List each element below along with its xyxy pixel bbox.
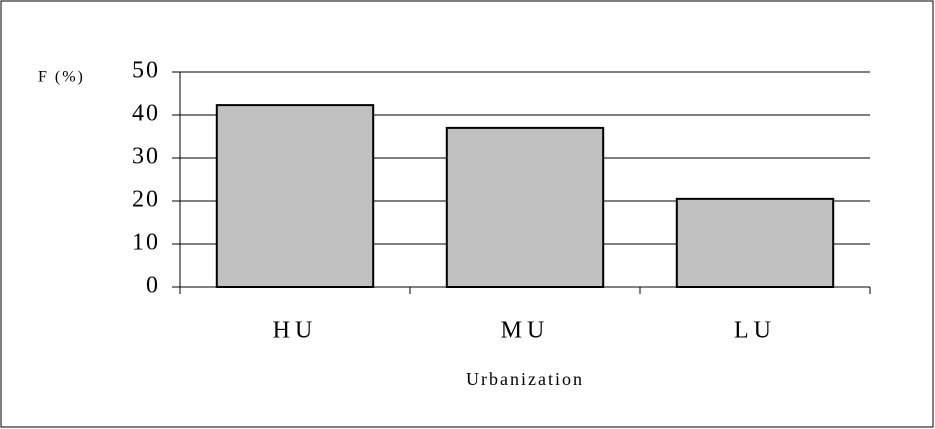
- x-tick-label: LU: [734, 318, 776, 344]
- bar: [215, 104, 375, 288]
- x-tick-label: HU: [273, 318, 318, 344]
- bar: [445, 126, 605, 289]
- x-tick-label: MU: [501, 318, 550, 344]
- y-tick-label: 30: [132, 144, 160, 170]
- y-tick-label: 20: [132, 187, 160, 213]
- y-axis-title: F (%): [38, 69, 85, 86]
- y-tick-label: 0: [146, 273, 160, 299]
- y-tick-label: 10: [132, 230, 160, 256]
- bar: [675, 197, 835, 289]
- y-tick-label: 50: [132, 58, 160, 84]
- y-tick-label: 40: [132, 101, 160, 127]
- x-axis-title: Urbanization: [466, 369, 584, 389]
